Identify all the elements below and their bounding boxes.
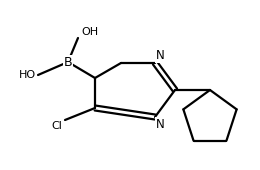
Text: N: N xyxy=(156,49,165,62)
Text: HO: HO xyxy=(19,70,36,80)
Text: Cl: Cl xyxy=(51,121,62,131)
Text: N: N xyxy=(156,118,165,131)
Text: B: B xyxy=(64,55,72,69)
Text: OH: OH xyxy=(81,27,98,37)
